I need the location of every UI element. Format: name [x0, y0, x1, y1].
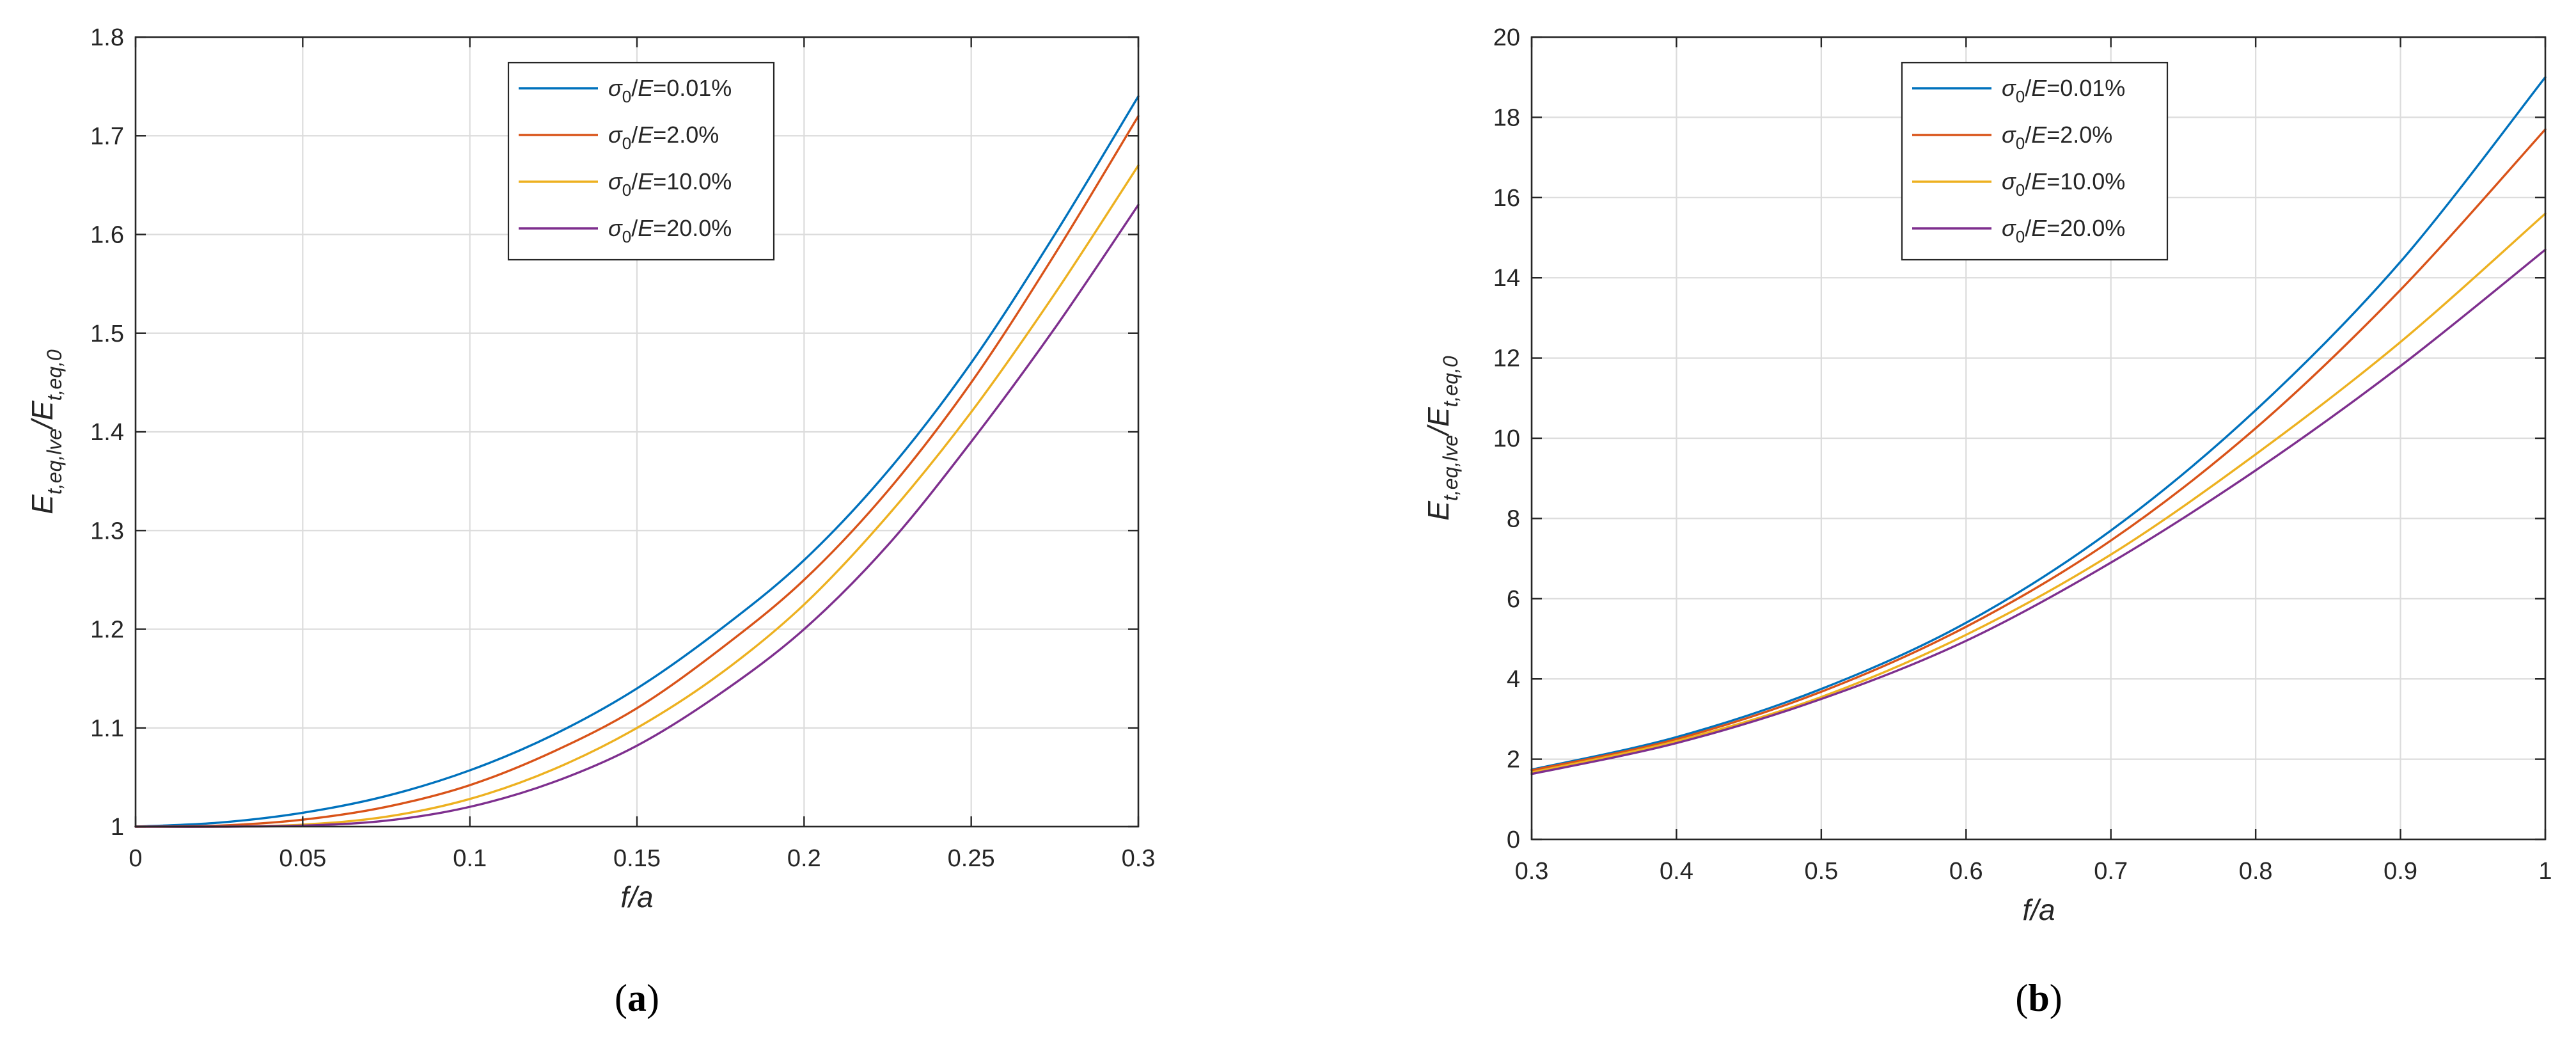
y-tick-label: 1.4	[90, 419, 124, 446]
series-line-3	[1530, 212, 2547, 773]
x-tick-label: 0.8	[2239, 858, 2273, 885]
legend-entry-3: σ0/E=10.0%	[2002, 168, 2125, 200]
y-tick-label: 20	[1493, 24, 1520, 51]
legend: σ0/E=0.01% σ0/E=2.0% σ0/E=10.0% σ0/E=20.0%	[1901, 61, 2169, 261]
y-tick-label: 10	[1493, 425, 1520, 452]
series-line-1	[1530, 76, 2547, 771]
y-tick-label: 1.7	[90, 123, 124, 150]
legend-box	[1901, 61, 2169, 261]
series-line-2	[1530, 128, 2547, 772]
x-axis-label: f/a	[2022, 893, 2055, 926]
legend-entry-2: σ0/E=2.0%	[2002, 122, 2112, 153]
x-tick-label: 0.7	[2094, 858, 2128, 885]
x-tick-label: 0.1	[453, 845, 487, 872]
series-line-4	[1530, 248, 2547, 775]
legend-entry-3: σ0/E=10.0%	[608, 168, 732, 200]
chart-b: 0.3 0.4 0.5 0.6 0.7 0.8 0.9 102468101214161820f…	[1422, 24, 2552, 1019]
panel-label: (b)	[2015, 977, 2062, 1019]
y-tick-label: 12	[1493, 345, 1520, 372]
series-group	[134, 95, 1140, 828]
legend-entry-4: σ0/E=20.0%	[608, 215, 732, 246]
legend-box	[507, 61, 775, 261]
y-tick-label: 6	[1507, 586, 1520, 613]
series-line-2	[134, 115, 1140, 828]
series-group	[1530, 76, 2547, 775]
y-tick-label: 8	[1507, 505, 1520, 532]
legend-entry-2: σ0/E=2.0%	[608, 122, 719, 153]
y-axis-label: Et,eq,lve​/Et,eq,0​	[1422, 356, 1462, 521]
x-tick-label: 0.3	[1515, 858, 1549, 885]
x-tick-label: 0.6	[1949, 858, 1983, 885]
x-tick-label: 0.05	[279, 845, 326, 872]
y-tick-label: 14	[1493, 265, 1520, 292]
y-tick-label: 18	[1493, 104, 1520, 131]
y-tick-label: 16	[1493, 185, 1520, 212]
x-tick-label: 0.2	[787, 845, 821, 872]
legend-entry-1: σ0/E=0.01%	[2002, 75, 2125, 106]
y-tick-label: 1.6	[90, 222, 124, 249]
chart-a: 0 0.05 0.1 0.15 0.2 0.25 0.3 1 1.1 1.2 1.3 1.4 1.5 1.…	[26, 24, 1155, 1019]
y-tick-label: 4	[1507, 666, 1520, 693]
y-tick-label: 1	[111, 814, 124, 841]
x-tick-label: 0.9	[2384, 858, 2417, 885]
y-tick-label: 2	[1507, 747, 1520, 773]
y-tick-label: 0	[1507, 827, 1520, 853]
y-tick-label: 1.8	[90, 24, 124, 51]
legend-entry-4: σ0/E=20.0%	[2002, 215, 2125, 246]
legend: σ0/E=0.01% σ0/E=2.0% σ0/E=10.0% σ0/E=20.0%	[507, 61, 775, 261]
y-axis-label: Et,eq,lve​/Et,eq,0​	[26, 349, 66, 514]
x-tick-label: 0.15	[613, 845, 661, 872]
y-tick-label: 1.3	[90, 518, 124, 544]
series-line-3	[134, 164, 1140, 828]
series-line-1	[134, 95, 1140, 828]
series-line-4	[134, 203, 1140, 828]
x-tick-label: 0.4	[1660, 858, 1693, 885]
y-tick-label: 1.5	[90, 321, 124, 347]
y-tick-label: 1.1	[90, 715, 124, 742]
x-tick-label: 0.5	[1804, 858, 1838, 885]
x-tick-label: 1	[2538, 858, 2552, 885]
x-axis-label: f/a	[620, 880, 653, 914]
x-tick-label: 0	[129, 845, 142, 872]
x-tick-label: 0.25	[948, 845, 995, 872]
legend-entry-1: σ0/E=0.01%	[608, 75, 732, 106]
y-tick-label: 1.2	[90, 617, 124, 644]
x-tick-label: 0.3	[1122, 845, 1156, 872]
panel-label: (a)	[615, 977, 659, 1019]
